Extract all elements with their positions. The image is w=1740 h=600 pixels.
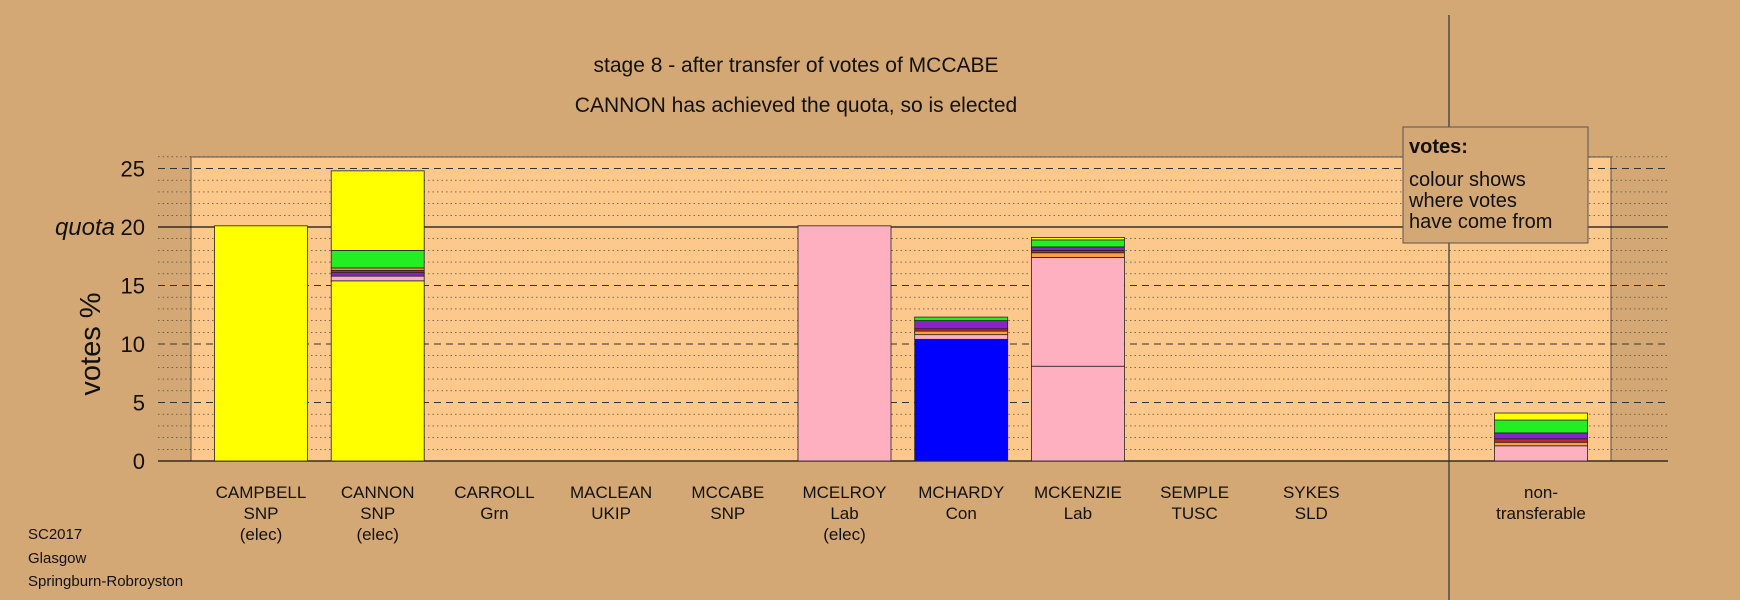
bar-nontransferable-segment-sld bbox=[1494, 441, 1588, 447]
y-axis-label: votes % bbox=[75, 292, 107, 395]
candidate-name: SEMPLE bbox=[1160, 483, 1229, 502]
legend-line: have come from bbox=[1409, 211, 1552, 233]
candidate-party: Grn bbox=[480, 504, 508, 523]
candidate-party: Lab bbox=[830, 504, 858, 523]
y-axis: 0 5 10 15 20 25 bbox=[121, 157, 145, 475]
bar-mcelroy-segment-lab bbox=[797, 225, 892, 462]
candidate-name: CARROLL bbox=[454, 483, 534, 502]
bar-cannon-segment-ukip bbox=[330, 272, 425, 277]
quota-label: quota bbox=[55, 214, 115, 241]
bar-nontransferable-segment-lab bbox=[1494, 445, 1588, 462]
bar-cannon-segment-snp bbox=[330, 280, 425, 462]
candidate-status: (elec) bbox=[356, 525, 399, 544]
legend-line: where votes bbox=[1408, 190, 1517, 212]
candidate-name: MCCABE bbox=[691, 483, 764, 502]
legend-line: colour shows bbox=[1409, 169, 1526, 191]
candidate-name: SYKES bbox=[1283, 483, 1340, 502]
chart-title: stage 8 - after transfer of votes of MCC… bbox=[594, 54, 999, 77]
bar-mckenzie-segment-ukip bbox=[1031, 246, 1125, 251]
candidate-status: (elec) bbox=[240, 525, 283, 544]
y-tick-label: 5 bbox=[133, 391, 145, 416]
bar-mckenzie-segment-grn bbox=[1031, 239, 1125, 248]
legend-title: votes: bbox=[1409, 136, 1468, 158]
nontransferable-label: transferable bbox=[1496, 504, 1586, 523]
candidate-party: UKIP bbox=[591, 504, 631, 523]
candidate-name: MCELROY bbox=[802, 483, 886, 502]
bar-cannon-segment-snp bbox=[330, 170, 425, 251]
bar-nontransferable-segment-grn bbox=[1494, 419, 1588, 434]
candidate-name: MCKENZIE bbox=[1034, 483, 1122, 502]
candidate-status: (elec) bbox=[823, 525, 866, 544]
candidate-party: Lab bbox=[1064, 504, 1092, 523]
candidate-party: Con bbox=[946, 504, 977, 523]
y-tick-label: 20 bbox=[121, 215, 145, 240]
bar-mchardy-segment-lab bbox=[914, 334, 1009, 340]
bar-mchardy-segment-ukip bbox=[914, 320, 1009, 330]
bar-mckenzie-segment-lab bbox=[1031, 365, 1125, 462]
bar-mckenzie-segment-lab bbox=[1031, 257, 1125, 367]
chart-subtitle: CANNON has achieved the quota, so is ele… bbox=[575, 94, 1017, 117]
footer-ward: Springburn-Robroyston bbox=[28, 573, 183, 590]
candidate-party: SNP bbox=[244, 504, 279, 523]
footer-council: Glasgow bbox=[28, 550, 87, 567]
y-tick-label: 15 bbox=[121, 274, 145, 299]
candidate-party: SNP bbox=[710, 504, 745, 523]
bar-mckenzie-segment-sld bbox=[1031, 252, 1125, 258]
bar-mchardy-segment-sld bbox=[914, 330, 1009, 336]
bar-nontransferable-segment-tusc bbox=[1494, 438, 1588, 443]
candidate-party: SNP bbox=[360, 504, 395, 523]
legend: votes: colour shows where votes have com… bbox=[1402, 126, 1589, 244]
bar-mckenzie-segment-snp bbox=[1031, 237, 1125, 241]
nontransferable-label: non- bbox=[1524, 483, 1558, 502]
y-tick-label: 10 bbox=[121, 332, 145, 357]
bar-cannon-segment-grn bbox=[330, 249, 425, 269]
candidate-name: CANNON bbox=[341, 483, 415, 502]
candidate-party: SLD bbox=[1295, 504, 1328, 523]
bar-cannon-segment-lab bbox=[330, 275, 425, 282]
candidate-name: CAMPBELL bbox=[216, 483, 307, 502]
candidate-name: MACLEAN bbox=[570, 483, 652, 502]
x-axis-labels: CAMPBELL SNP (elec) CANNON SNP (elec) CARROLL G… bbox=[216, 483, 1586, 544]
bar-nontransferable-segment-ukip bbox=[1494, 432, 1588, 440]
footer-election: SC2017 bbox=[28, 526, 82, 543]
y-tick-label: 0 bbox=[133, 449, 145, 474]
bar-nontransferable-segment-snp bbox=[1494, 412, 1588, 421]
y-tick-label: 25 bbox=[121, 157, 145, 182]
candidate-name: MCHARDY bbox=[918, 483, 1004, 502]
bar-mchardy-segment-grn bbox=[914, 316, 1009, 321]
bar-campbell-segment-snp bbox=[214, 225, 308, 462]
bars bbox=[214, 170, 1588, 462]
legend-box bbox=[1402, 126, 1589, 244]
bar-mchardy-segment-con bbox=[914, 338, 1009, 462]
candidate-party: TUSC bbox=[1171, 504, 1217, 523]
